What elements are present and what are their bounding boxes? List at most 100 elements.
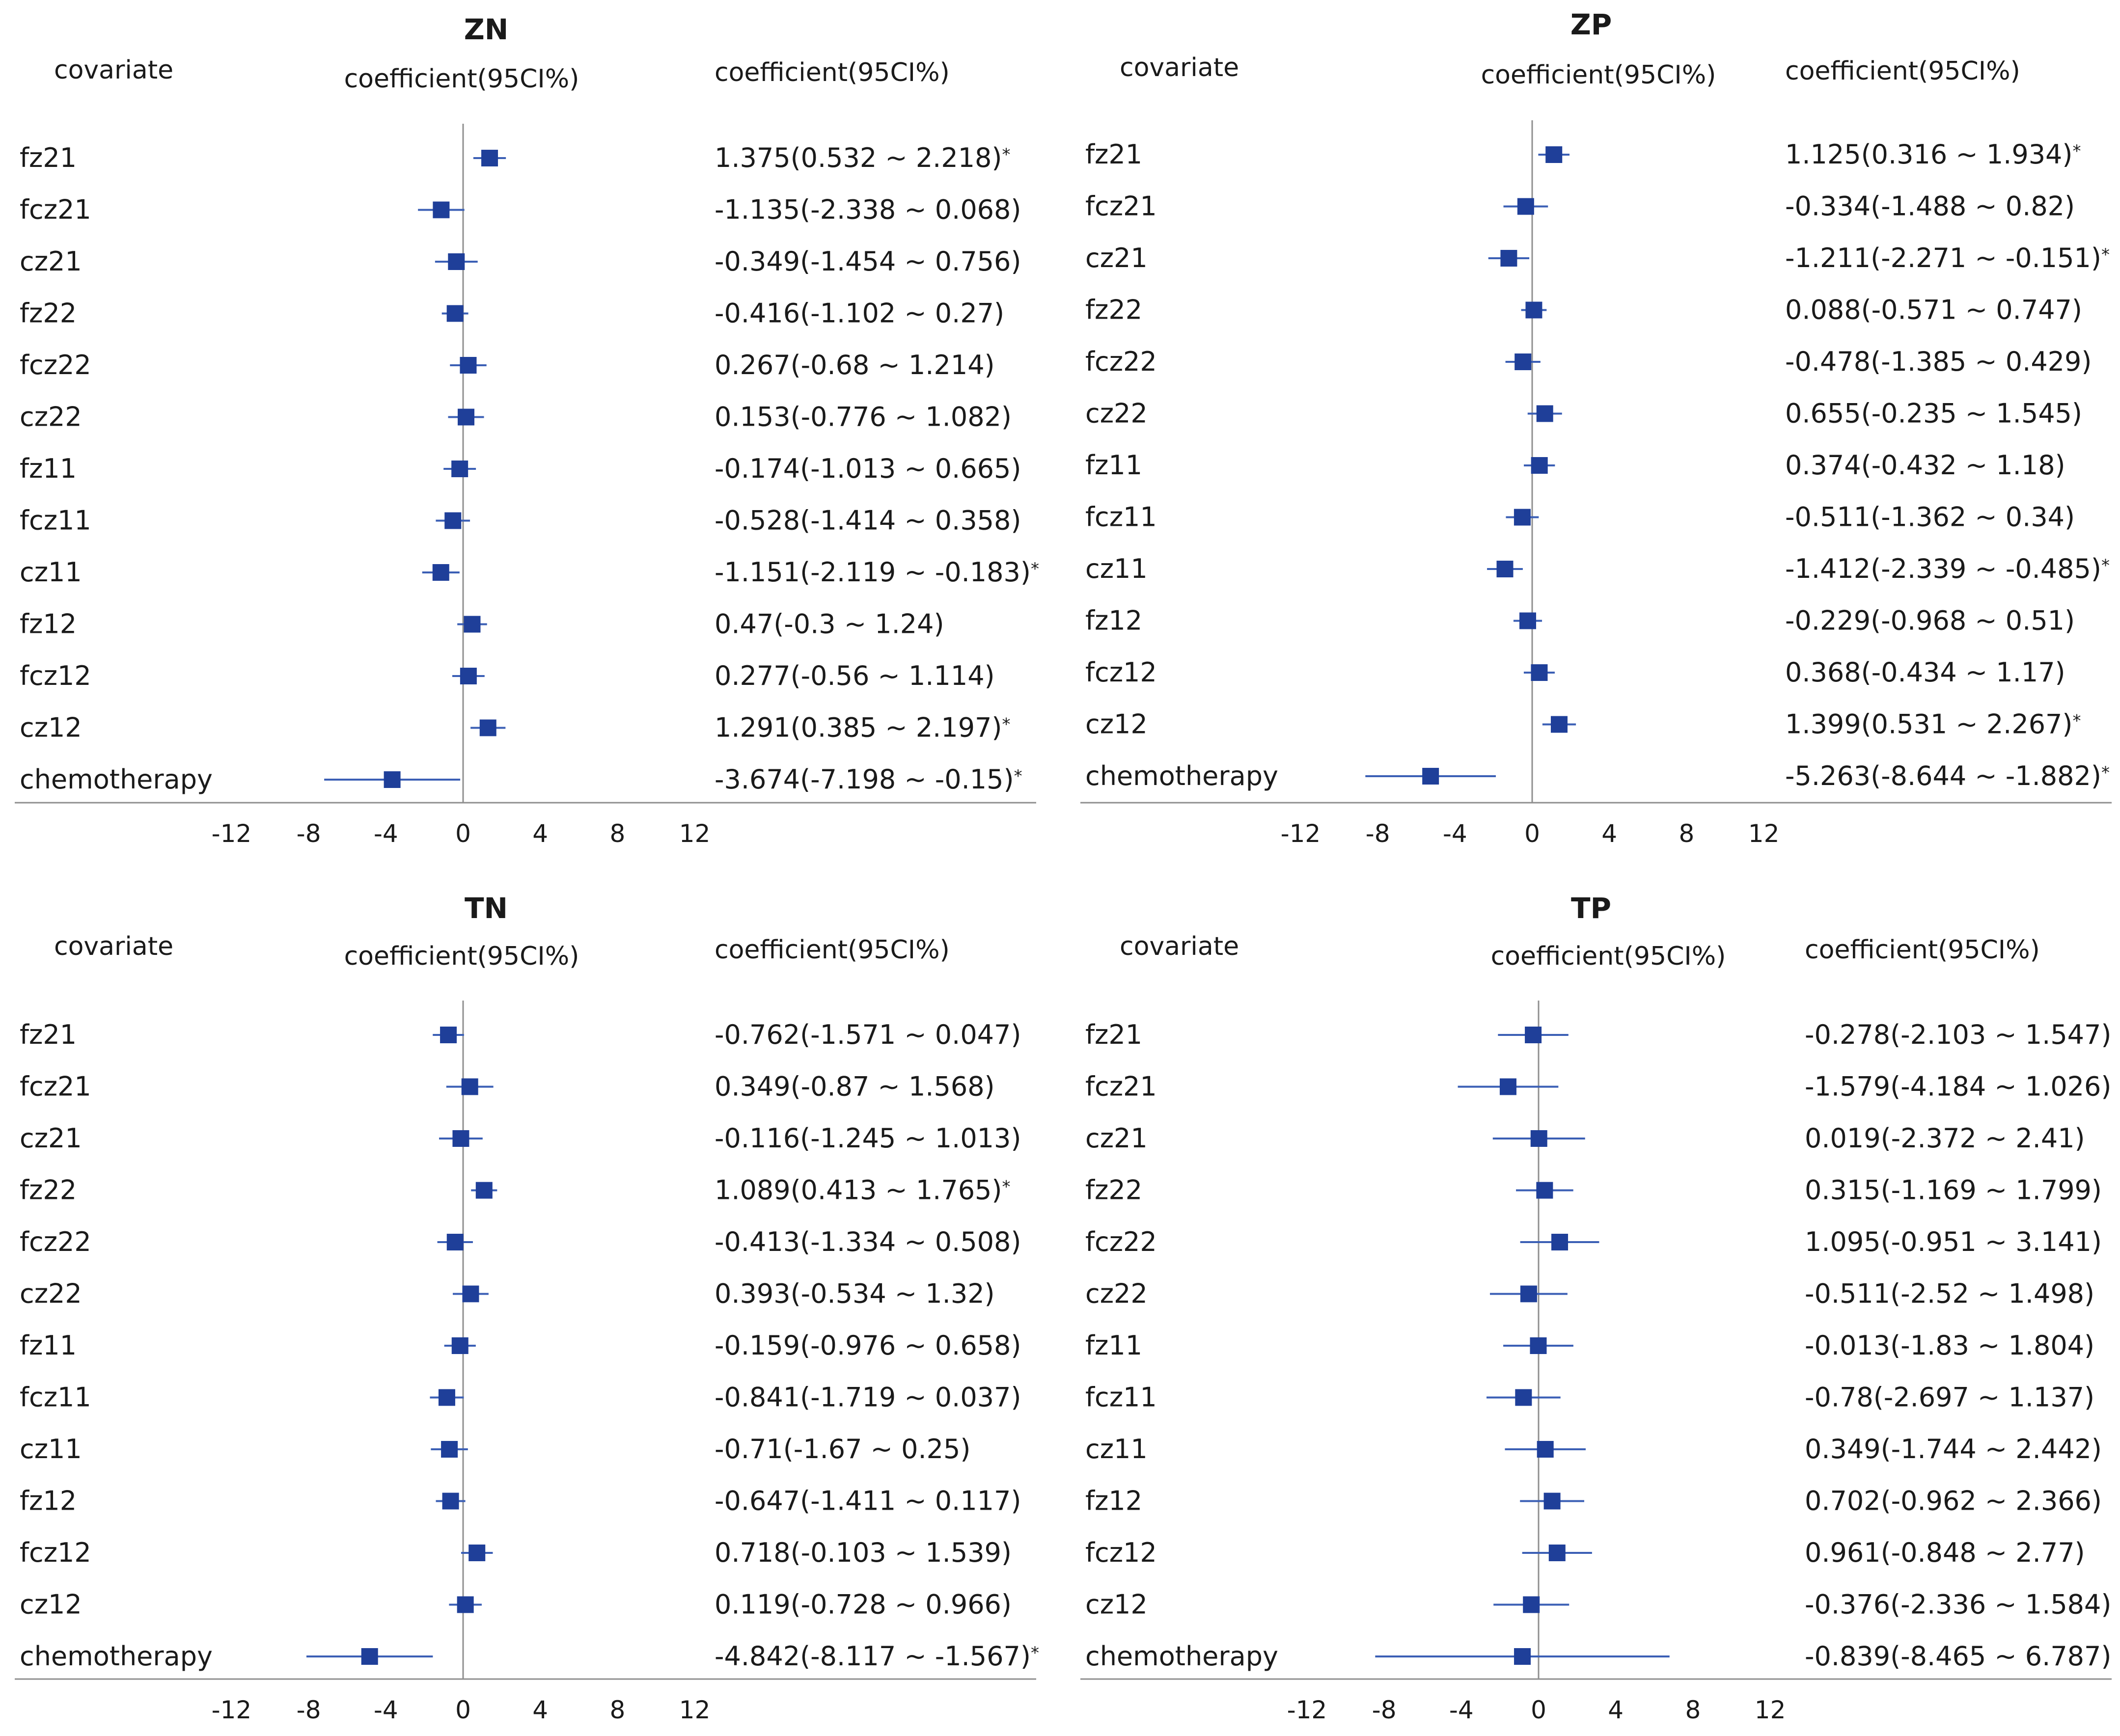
estimate-marker	[1551, 1234, 1569, 1250]
covariate-label: cz22	[1085, 398, 1148, 429]
covariate-label: fcz12	[1085, 1537, 1157, 1568]
significance-star: *	[1031, 1643, 1039, 1663]
covariate-label: fcz11	[20, 505, 91, 536]
estimate-marker	[1550, 716, 1568, 733]
coefficient-value: 1.399(0.531 ~ 2.267)*	[1785, 709, 2081, 740]
significance-star: *	[1002, 1177, 1010, 1197]
estimate-marker	[1514, 353, 1532, 370]
estimate-marker	[440, 1027, 457, 1043]
x-tick-label: 8	[1679, 819, 1694, 848]
x-tick-label: -12	[212, 1696, 252, 1724]
significance-star: *	[2101, 245, 2110, 265]
estimate-marker	[1499, 1078, 1516, 1095]
covariate-label: fcz21	[1085, 1071, 1157, 1102]
x-tick-label: 12	[679, 819, 711, 848]
x-tick-label: 12	[679, 1696, 711, 1724]
covariate-label: fz11	[20, 1330, 77, 1361]
estimate-marker	[464, 616, 481, 633]
header-values: coefficient(95CI%)	[1805, 935, 2040, 965]
estimate-marker	[460, 357, 477, 374]
coefficient-value: -0.762(-1.571 ~ 0.047)	[715, 1019, 1021, 1050]
header-covariate: covariate	[1120, 53, 1239, 82]
forest-panel-zn: ZN covariate coefficient(95CI%) coefficient…	[15, 13, 1039, 848]
estimate-marker	[479, 719, 496, 736]
covariate-label: fcz21	[1085, 191, 1157, 222]
estimate-marker	[1520, 1285, 1537, 1302]
estimate-marker	[446, 305, 464, 322]
estimate-marker	[1531, 457, 1548, 474]
x-tick-label: 4	[1608, 1696, 1624, 1724]
estimate-marker	[1514, 509, 1531, 526]
covariate-label: cz21	[20, 246, 82, 277]
coefficient-value: -0.174(-1.013 ~ 0.665)	[715, 453, 1021, 484]
estimate-marker	[451, 1337, 468, 1354]
forest-panel-zp: ZP covariate coefficient(95CI%) coefficient…	[1080, 8, 2112, 848]
estimate-marker	[460, 668, 477, 684]
header-values: coefficient(95CI%)	[715, 58, 950, 87]
covariate-label: fcz11	[1085, 1382, 1157, 1413]
x-tick-label: 12	[1748, 819, 1780, 848]
estimate-marker	[361, 1648, 378, 1665]
header-values: coefficient(95CI%)	[715, 935, 950, 965]
coefficient-value: -3.674(-7.198 ~ -0.15)*	[715, 764, 1022, 795]
covariate-label: fz21	[20, 1019, 77, 1050]
coefficient-value: 0.47(-0.3 ~ 1.24)	[715, 609, 944, 640]
estimate-marker	[451, 461, 468, 477]
covariate-label: cz12	[1085, 709, 1148, 740]
coefficient-value: 0.315(-1.169 ~ 1.799)	[1805, 1175, 2102, 1206]
covariate-label: chemotherapy	[1085, 1641, 1278, 1672]
estimate-marker	[461, 1078, 478, 1095]
x-tick-label: -4	[1449, 1696, 1474, 1724]
x-tick-label: -12	[1281, 819, 1321, 848]
x-tick-label: -12	[1287, 1696, 1327, 1724]
coefficient-value: -0.413(-1.334 ~ 0.508)	[715, 1226, 1021, 1257]
covariate-label: cz11	[20, 1434, 82, 1465]
coefficient-value: 1.291(0.385 ~ 2.197)*	[715, 712, 1010, 743]
coefficient-value: -0.511(-1.362 ~ 0.34)	[1785, 502, 2075, 533]
coefficient-value: 0.277(-0.56 ~ 1.114)	[715, 660, 995, 691]
estimate-marker	[1531, 664, 1548, 681]
coefficient-value: -0.71(-1.67 ~ 0.25)	[715, 1434, 970, 1465]
coefficient-value: 0.702(-0.962 ~ 2.366)	[1805, 1486, 2102, 1517]
covariate-label: cz21	[1085, 243, 1148, 273]
covariate-label: fcz22	[20, 350, 91, 380]
coefficient-value: -0.376(-2.336 ~ 1.584)	[1805, 1589, 2111, 1620]
significance-star: *	[1014, 766, 1022, 786]
coefficient-value: -1.151(-2.119 ~ -0.183)*	[715, 557, 1039, 588]
covariate-label: fz12	[20, 609, 77, 640]
covariate-label: cz12	[20, 1589, 82, 1620]
coefficient-value: 0.393(-0.534 ~ 1.32)	[715, 1278, 995, 1309]
covariate-label: cz22	[20, 1278, 82, 1309]
covariate-label: chemotherapy	[1085, 760, 1278, 791]
coefficient-value: -0.511(-2.52 ~ 1.498)	[1805, 1278, 2094, 1309]
covariate-label: fcz12	[1085, 657, 1157, 688]
coefficient-value: -0.528(-1.414 ~ 0.358)	[715, 505, 1021, 536]
estimate-marker	[457, 1596, 474, 1613]
estimate-marker	[1545, 146, 1563, 163]
estimate-marker	[1496, 561, 1514, 577]
coefficient-value: 1.125(0.316 ~ 1.934)*	[1785, 139, 2081, 170]
covariate-label: fz11	[1085, 1330, 1142, 1361]
coefficient-value: -0.334(-1.488 ~ 0.82)	[1785, 191, 2075, 222]
covariate-label: cz11	[20, 557, 82, 588]
estimate-marker	[481, 150, 498, 166]
estimate-marker	[384, 771, 401, 788]
header-plot: coefficient(95CI%)	[344, 942, 579, 971]
coefficient-value: 1.089(0.413 ~ 1.765)*	[715, 1175, 1010, 1206]
coefficient-value: -1.135(-2.338 ~ 0.068)	[715, 194, 1021, 225]
significance-star: *	[1002, 715, 1010, 734]
x-tick-label: 12	[1755, 1696, 1786, 1724]
estimate-marker	[432, 564, 449, 581]
x-tick-label: -8	[297, 819, 321, 848]
covariate-label: fz21	[1085, 139, 1142, 170]
covariate-label: cz12	[20, 712, 82, 743]
covariate-label: fcz12	[20, 660, 91, 691]
covariate-label: cz11	[1085, 1434, 1148, 1465]
estimate-marker	[458, 408, 475, 426]
coefficient-value: -0.116(-1.245 ~ 1.013)	[715, 1123, 1021, 1154]
x-tick-label: 0	[1524, 819, 1540, 848]
covariate-label: cz22	[1085, 1278, 1148, 1309]
estimate-marker	[452, 1130, 469, 1147]
coefficient-value: -0.839(-8.465 ~ 6.787)	[1805, 1641, 2111, 1672]
